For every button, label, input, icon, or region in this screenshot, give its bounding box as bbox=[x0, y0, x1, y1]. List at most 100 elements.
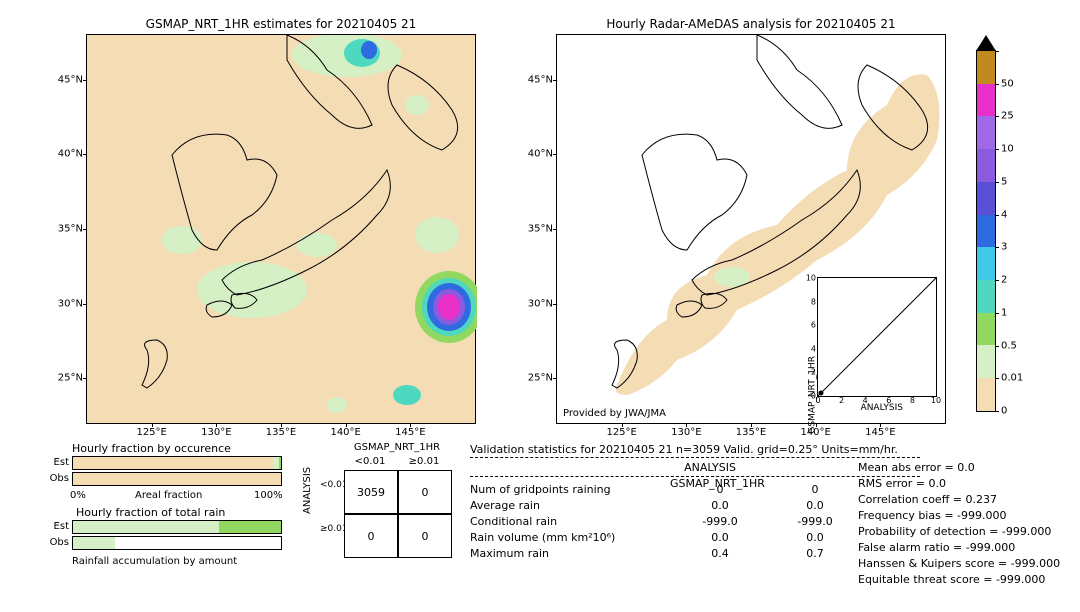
inset-ytick: 8 bbox=[811, 297, 818, 306]
colorbar-over-arrow bbox=[976, 35, 996, 51]
validation-title: Validation statistics for 20210405 21 n=… bbox=[470, 442, 920, 458]
colorbar-tick: 5 bbox=[995, 176, 1007, 187]
ctable-cell-00: 3059 bbox=[344, 470, 398, 514]
vrow-label: Num of gridpoints raining bbox=[470, 482, 680, 498]
inset-ytick: 6 bbox=[811, 321, 818, 330]
bar-row: Obs bbox=[72, 472, 282, 486]
vrow-label: Maximum rain bbox=[470, 546, 680, 562]
ctable-row-header: ANALYSIS bbox=[302, 467, 313, 514]
validation-dash-1 bbox=[470, 457, 920, 458]
inset-ytick: 4 bbox=[811, 344, 818, 353]
bar-row: Obs bbox=[72, 536, 282, 550]
occurrence-x-right: 100% bbox=[254, 490, 283, 501]
skill-row: Correlation coeff = 0.237 bbox=[858, 492, 1078, 508]
ctable-col-lt: <0.01 bbox=[344, 456, 396, 467]
colorbar-tick: 0 bbox=[995, 406, 1007, 417]
bar-segment bbox=[73, 457, 273, 469]
colorbar-segment bbox=[977, 378, 995, 411]
figure-root: GSMAP_NRT_1HR estimates for 20210405 21 bbox=[0, 0, 1080, 612]
bar-row-label: Obs bbox=[50, 537, 73, 548]
colorbar-tick: 25 bbox=[995, 111, 1014, 122]
colorbar-segment bbox=[977, 51, 995, 84]
colorbar-segment bbox=[977, 84, 995, 117]
occurrence-x-left: 0% bbox=[70, 490, 86, 501]
inset-xtick: 8 bbox=[910, 396, 915, 405]
bar-segment bbox=[73, 473, 281, 485]
colorbar: 00.010.512345102550 bbox=[976, 50, 996, 412]
inset-diagonal bbox=[818, 278, 936, 396]
bar-segment bbox=[219, 521, 281, 533]
validation-dash-2 bbox=[470, 476, 920, 477]
totalrain-footer: Rainfall accumulation by amount bbox=[72, 556, 237, 567]
inset-scatter: 00224466881010 bbox=[817, 277, 937, 397]
colorbar-segment bbox=[977, 116, 995, 149]
occurrence-chart: Est Obs bbox=[72, 456, 282, 488]
ctable-cell-10: 0 bbox=[344, 514, 398, 558]
vrow-gsmap: 0.0 bbox=[770, 530, 870, 546]
colorbar-tick: 0.01 bbox=[995, 373, 1023, 384]
ctable-cell-01: 0 bbox=[398, 470, 452, 514]
skill-row: Equitable threat score = -999.000 bbox=[858, 572, 1078, 588]
bar-segment bbox=[73, 537, 115, 549]
right-map-title: Hourly Radar-AMeDAS analysis for 2021040… bbox=[557, 17, 945, 31]
ctable-cell-11: 0 bbox=[398, 514, 452, 558]
inset-ylabel: GSMAP_NRT_1HR bbox=[808, 356, 818, 434]
colorbar-tick: 2 bbox=[995, 275, 1007, 286]
validation-header: Validation statistics for 20210405 21 n=… bbox=[470, 442, 920, 458]
left-map-title: GSMAP_NRT_1HR estimates for 20210405 21 bbox=[87, 17, 475, 31]
skill-row: Mean abs error = 0.0 bbox=[858, 460, 1078, 476]
vrow-gsmap: 0.0 bbox=[770, 498, 870, 514]
skill-row: Frequency bias = -999.000 bbox=[858, 508, 1078, 524]
colorbar-tick: 10 bbox=[995, 144, 1014, 155]
occurrence-x-center: Areal fraction bbox=[135, 490, 202, 501]
bar-row-label: Est bbox=[54, 521, 73, 532]
bar-segment bbox=[167, 521, 219, 533]
colorbar-segment bbox=[977, 182, 995, 215]
colorbar-segment bbox=[977, 280, 995, 313]
bar-row: Est bbox=[72, 456, 282, 470]
validation-col1: ANALYSIS bbox=[670, 460, 750, 476]
vrow-gsmap: 0.7 bbox=[770, 546, 870, 562]
totalrain-chart: Est Obs bbox=[72, 520, 282, 552]
inset-xtick: 10 bbox=[931, 396, 941, 405]
vrow-gsmap: -999.0 bbox=[770, 514, 870, 530]
vrow-analysis: -999.0 bbox=[680, 514, 770, 530]
vrow-analysis: 0.4 bbox=[680, 546, 770, 562]
vrow-label: Conditional rain bbox=[470, 514, 680, 530]
occurrence-title: Hourly fraction by occurence bbox=[72, 442, 231, 455]
vrow-analysis: 0.0 bbox=[680, 498, 770, 514]
inset-xlabel: ANALYSIS bbox=[861, 403, 903, 413]
bar-row-label: Est bbox=[54, 457, 73, 468]
contingency-table: GSMAP_NRT_1HR <0.01 ≥0.01 ANALYSIS <0.01… bbox=[320, 442, 450, 562]
right-map-provider: Provided by JWA/JMA bbox=[563, 408, 666, 419]
right-map-panel: Hourly Radar-AMeDAS analysis for 2021040… bbox=[556, 34, 946, 424]
colorbar-segment bbox=[977, 247, 995, 280]
inset-ytick: 10 bbox=[806, 274, 818, 283]
left-map-coast bbox=[87, 35, 477, 425]
bar-segment bbox=[73, 521, 167, 533]
skill-row: RMS error = 0.0 bbox=[858, 476, 1078, 492]
vrow-gsmap: 0 bbox=[770, 482, 870, 498]
validation-rows: Num of gridpoints raining00Average rain0… bbox=[470, 482, 890, 562]
colorbar-tick: 50 bbox=[995, 78, 1014, 89]
skill-stats: Mean abs error = 0.0RMS error = 0.0Corre… bbox=[858, 460, 1078, 588]
vrow-analysis: 0 bbox=[680, 482, 770, 498]
bar-row: Est bbox=[72, 520, 282, 534]
ctable-col-ge: ≥0.01 bbox=[398, 456, 450, 467]
left-map-panel: GSMAP_NRT_1HR estimates for 20210405 21 bbox=[86, 34, 476, 424]
vrow-analysis: 0.0 bbox=[680, 530, 770, 546]
inset-xtick: 2 bbox=[839, 396, 844, 405]
totalrain-title: Hourly fraction of total rain bbox=[76, 506, 225, 519]
skill-row: Probability of detection = -999.000 bbox=[858, 524, 1078, 540]
ctable-col-header: GSMAP_NRT_1HR bbox=[342, 442, 452, 453]
vrow-label: Rain volume (mm km²10⁶) bbox=[470, 530, 680, 546]
colorbar-segment bbox=[977, 345, 995, 378]
colorbar-tick: 0.5 bbox=[995, 340, 1017, 351]
colorbar-segment bbox=[977, 215, 995, 248]
skill-row: False alarm ratio = -999.000 bbox=[858, 540, 1078, 556]
colorbar-segment bbox=[977, 313, 995, 346]
colorbar-segment bbox=[977, 149, 995, 182]
bar-row-label: Obs bbox=[50, 473, 73, 484]
colorbar-tick: 1 bbox=[995, 307, 1007, 318]
colorbar-tick: 4 bbox=[995, 209, 1007, 220]
